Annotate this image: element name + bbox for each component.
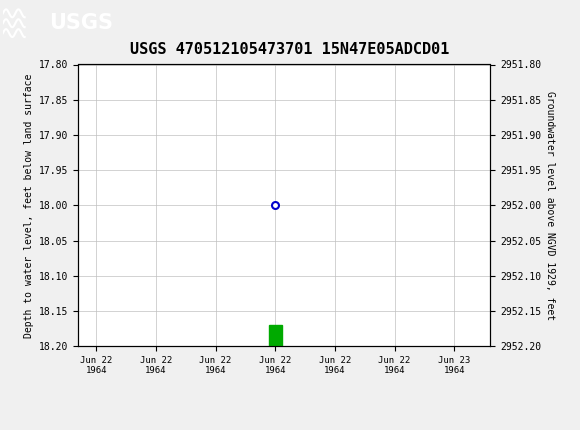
Text: USGS 470512105473701 15N47E05ADCD01: USGS 470512105473701 15N47E05ADCD01 (130, 42, 450, 57)
Y-axis label: Groundwater level above NGVD 1929, feet: Groundwater level above NGVD 1929, feet (545, 91, 555, 320)
Text: USGS: USGS (49, 12, 113, 33)
Bar (269, 325, 282, 346)
Y-axis label: Depth to water level, feet below land surface: Depth to water level, feet below land su… (24, 73, 34, 338)
